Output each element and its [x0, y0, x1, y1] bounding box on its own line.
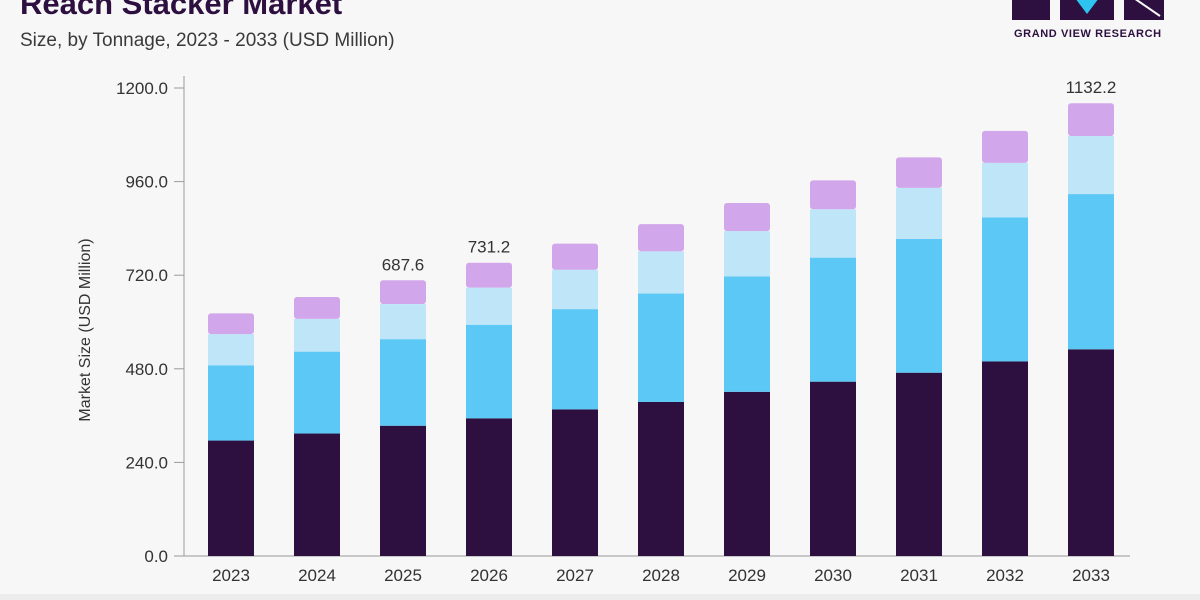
footer-band — [0, 594, 1200, 600]
bar-segment — [380, 339, 426, 426]
bar-segment — [466, 262, 512, 288]
bar-segment — [724, 391, 770, 556]
x-tick-label: 2026 — [470, 566, 508, 585]
bar-segment — [294, 297, 340, 319]
bar-segment — [638, 293, 684, 402]
bar-segment — [982, 217, 1028, 362]
bar-segment — [1068, 194, 1114, 350]
bar-segment — [552, 243, 598, 270]
bar-segment — [294, 433, 340, 556]
grand-view-research-logo-icon — [1012, 0, 1164, 20]
x-tick-label: 2027 — [556, 566, 594, 585]
bar-segment — [208, 365, 254, 441]
bar-segment — [1068, 103, 1114, 136]
bar-segment — [294, 351, 340, 434]
bar-segment — [896, 372, 942, 556]
bar-segment — [724, 203, 770, 232]
y-tick-label: 1200.0 — [116, 79, 168, 98]
x-tick-label: 2029 — [728, 566, 766, 585]
data-label: 687.6 — [382, 255, 425, 274]
bar-segment — [552, 409, 598, 556]
bar-segment — [638, 224, 684, 252]
x-tick-label: 2030 — [814, 566, 852, 585]
bar-segment — [810, 381, 856, 556]
bar-segment — [380, 280, 426, 305]
bar-segment — [982, 130, 1028, 163]
x-tick-label: 2033 — [1072, 566, 1110, 585]
x-tick-label: 2031 — [900, 566, 938, 585]
bar-segment — [896, 187, 942, 239]
x-tick-label: 2025 — [384, 566, 422, 585]
x-tick-label: 2024 — [298, 566, 336, 585]
bar-segment — [208, 440, 254, 556]
bar-segment — [724, 276, 770, 392]
y-tick-label: 480.0 — [125, 360, 168, 379]
x-tick-label: 2032 — [986, 566, 1024, 585]
bar-segment — [810, 257, 856, 382]
y-tick-label: 0.0 — [144, 547, 168, 566]
bar-segment — [896, 157, 942, 188]
bar-segment — [380, 425, 426, 556]
x-tick-label: 2028 — [642, 566, 680, 585]
bar-segment — [810, 209, 856, 258]
bar-segment — [380, 304, 426, 340]
bar-segment — [466, 324, 512, 419]
bar-segment — [810, 180, 856, 210]
bar-segment — [208, 313, 254, 335]
y-tick-label: 240.0 — [125, 453, 168, 472]
y-tick-label: 720.0 — [125, 266, 168, 285]
bar-segment — [466, 287, 512, 325]
data-label: 1132.2 — [1066, 78, 1117, 97]
bar-segment — [208, 334, 254, 366]
bar-segment — [896, 238, 942, 373]
chart-subtitle: Size, by Tonnage, 2023 - 2033 (USD Milli… — [20, 30, 395, 51]
x-tick-label: 2023 — [212, 566, 250, 585]
bar-segment — [294, 318, 340, 352]
chart-title: Reach Stacker Market — [20, 0, 343, 21]
data-label: 731.2 — [468, 238, 511, 257]
bar-segment — [638, 401, 684, 556]
bar-segment — [552, 309, 598, 410]
bar-segment — [982, 162, 1028, 218]
bar-segment — [638, 251, 684, 294]
bar-segment — [1068, 135, 1114, 195]
bar-segment — [466, 418, 512, 556]
bar-segment — [1068, 349, 1114, 556]
y-tick-label: 960.0 — [125, 173, 168, 192]
y-axis-title: Market Size (USD Million) — [77, 238, 94, 421]
bar-segment — [724, 231, 770, 277]
logo-text: GRAND VIEW RESEARCH — [1014, 28, 1162, 40]
bar-segment — [982, 361, 1028, 556]
bar-segment — [552, 269, 598, 310]
